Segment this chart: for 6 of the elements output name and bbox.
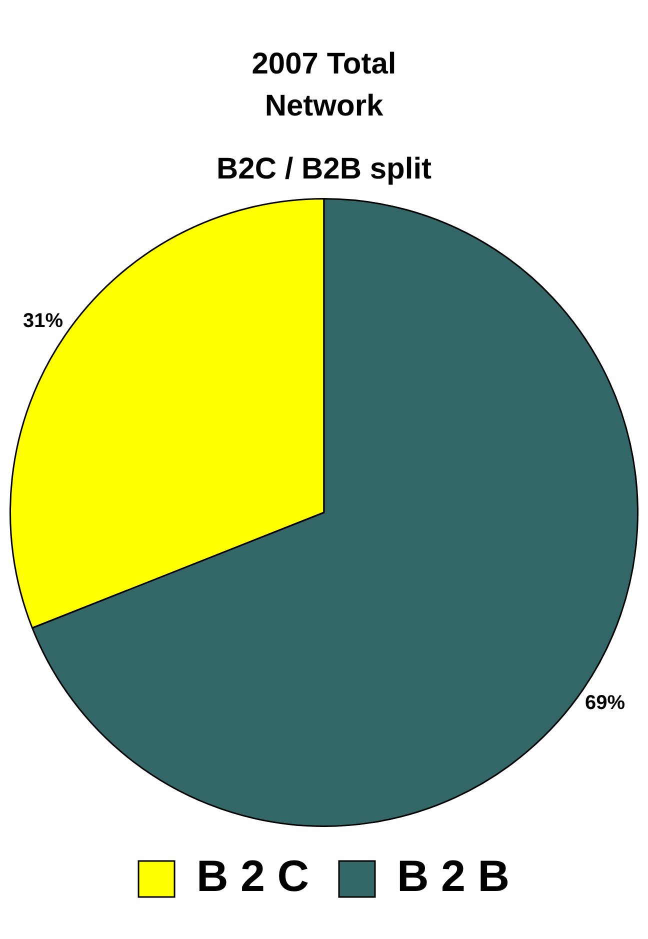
legend-label: B 2 B (397, 852, 510, 902)
chart-title: 2007 Total Network (252, 47, 396, 122)
legend-label: B 2 C (196, 852, 310, 902)
chart-subtitle: B2C / B2B split (216, 152, 432, 186)
data-label: 31% (22, 310, 64, 332)
data-label: 69% (584, 692, 626, 714)
